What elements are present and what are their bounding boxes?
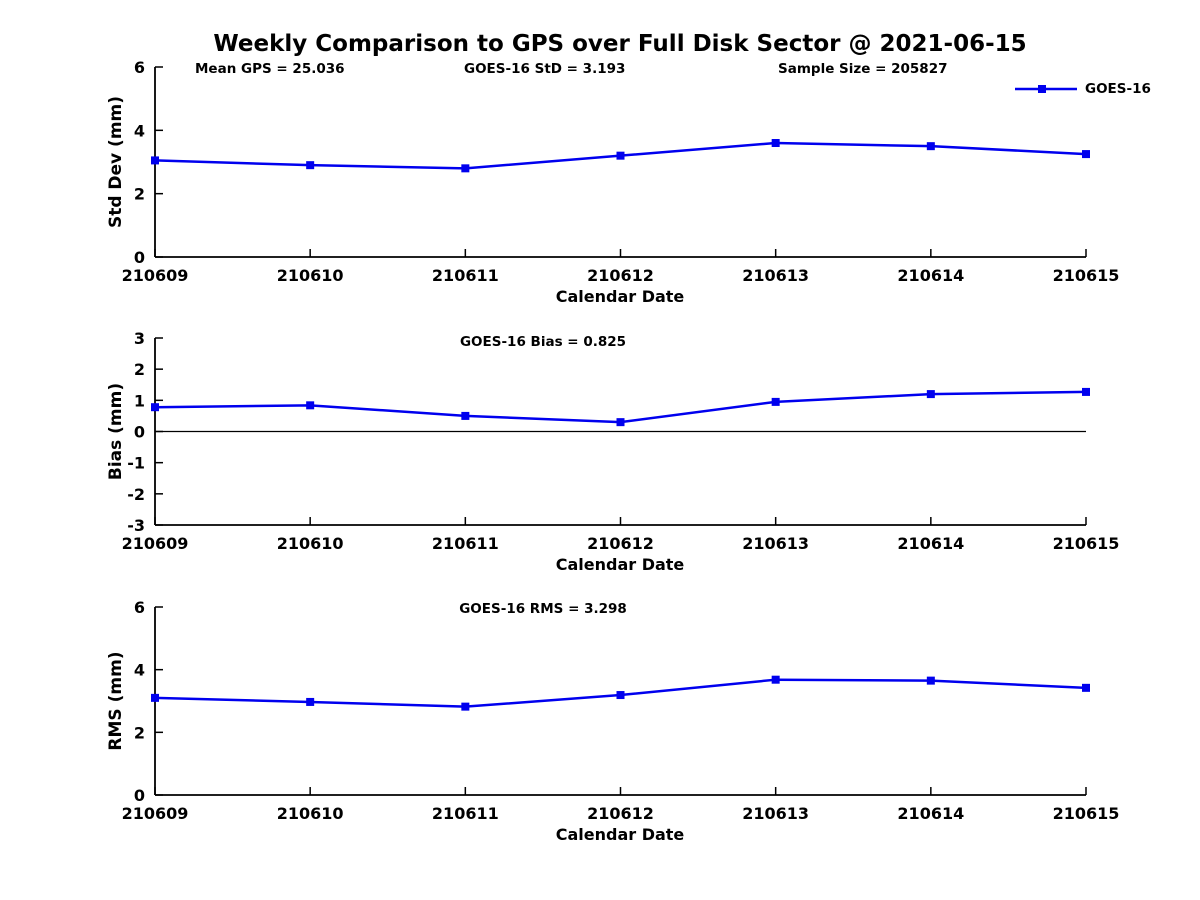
y-tick-label: 2 — [134, 360, 145, 379]
x-tick-label: 210613 — [742, 534, 809, 553]
annotation-goes-std: GOES-16 StD = 3.193 — [464, 61, 626, 77]
data-point-marker — [461, 702, 470, 711]
data-point-marker — [151, 693, 159, 702]
panel-title: GOES-16 Bias = 0.825 — [460, 334, 626, 350]
y-tick-label: 4 — [134, 661, 145, 680]
y-tick-label: 1 — [134, 391, 145, 410]
data-point-marker — [616, 691, 625, 700]
data-point-marker — [926, 390, 935, 399]
legend-label: GOES-16 — [1085, 81, 1151, 97]
x-tick-label: 210611 — [432, 804, 499, 823]
data-point-marker — [306, 401, 315, 410]
x-tick-label: 210612 — [587, 534, 654, 553]
x-axis-label: Calendar Date — [556, 287, 685, 306]
x-tick-label: 210612 — [587, 804, 654, 823]
x-tick-label: 210614 — [897, 534, 964, 553]
data-point-marker — [616, 151, 625, 160]
y-axis-label: Bias (mm) — [106, 383, 126, 480]
y-tick-label: 6 — [134, 598, 145, 617]
data-point-marker — [616, 418, 625, 427]
x-tick-label: 210612 — [587, 266, 654, 285]
annotation-sample-size: Sample Size = 205827 — [778, 61, 948, 77]
y-tick-label: -3 — [127, 516, 145, 535]
x-tick-label: 210615 — [1053, 266, 1120, 285]
y-axis-label: RMS (mm) — [106, 651, 126, 750]
data-point-marker — [1082, 150, 1090, 159]
x-tick-label: 210609 — [122, 534, 189, 553]
x-tick-label: 210615 — [1053, 804, 1120, 823]
x-tick-label: 210614 — [897, 804, 964, 823]
x-tick-label: 210610 — [277, 534, 344, 553]
x-tick-label: 210613 — [742, 804, 809, 823]
legend-marker — [1038, 85, 1046, 93]
y-tick-label: 0 — [134, 248, 145, 267]
x-axis-label: Calendar Date — [556, 825, 685, 844]
y-tick-label: 2 — [134, 723, 145, 742]
data-point-marker — [1082, 683, 1090, 692]
y-tick-label: 4 — [134, 121, 145, 140]
y-tick-label: -2 — [127, 485, 145, 504]
legend-line-marker-icon — [1015, 85, 1077, 93]
x-tick-label: 210614 — [897, 266, 964, 285]
legend: GOES-16 — [1014, 81, 1151, 97]
data-point-marker — [151, 403, 159, 412]
y-tick-label: 0 — [134, 786, 145, 805]
x-tick-label: 210615 — [1053, 534, 1120, 553]
x-tick-label: 210610 — [277, 804, 344, 823]
main-title: Weekly Comparison to GPS over Full Disk … — [213, 31, 1027, 57]
data-point-marker — [926, 142, 935, 151]
y-tick-label: -1 — [127, 454, 145, 473]
data-point-marker — [771, 397, 780, 406]
data-point-marker — [771, 675, 780, 684]
data-point-marker — [151, 156, 159, 165]
x-axis-label: Calendar Date — [556, 555, 685, 574]
data-point-marker — [926, 676, 935, 685]
data-point-marker — [461, 411, 470, 420]
panel-title: GOES-16 RMS = 3.298 — [459, 601, 627, 617]
data-point-marker — [461, 164, 470, 173]
y-tick-label: 2 — [134, 185, 145, 204]
y-tick-label: 6 — [134, 58, 145, 77]
x-tick-label: 210611 — [432, 534, 499, 553]
y-tick-label: 0 — [134, 423, 145, 442]
x-tick-label: 210609 — [122, 804, 189, 823]
annotation-mean-gps: Mean GPS = 25.036 — [195, 61, 345, 77]
y-axis-label: Std Dev (mm) — [106, 96, 126, 228]
y-tick-label: 3 — [134, 329, 145, 348]
data-point-marker — [306, 697, 315, 706]
x-tick-label: 210611 — [432, 266, 499, 285]
x-tick-label: 210609 — [122, 266, 189, 285]
x-tick-label: 210610 — [277, 266, 344, 285]
data-point-marker — [306, 161, 315, 170]
x-tick-label: 210613 — [742, 266, 809, 285]
data-point-marker — [771, 139, 780, 147]
data-point-marker — [1082, 387, 1090, 396]
